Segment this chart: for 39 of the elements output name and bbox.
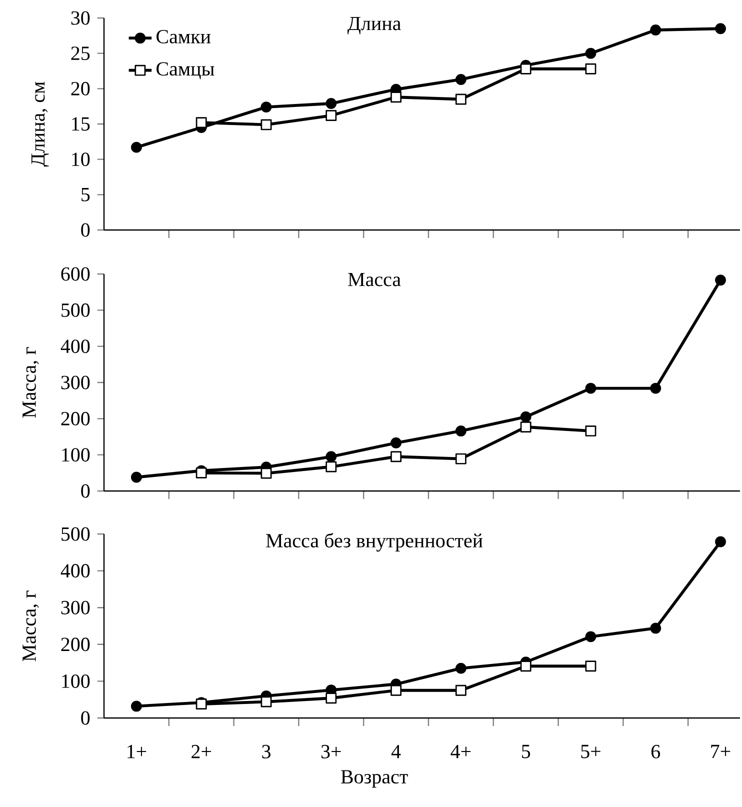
y-tick-label: 300 [61,600,90,614]
chart-title: Масса без внутренностей [266,532,483,552]
chart-title: Длина [347,16,401,34]
y-tick-label: 400 [60,564,90,578]
y-tick-label: 200 [61,412,90,426]
x-tick-label: 6 [651,744,660,758]
y-tick-label: 20 [71,82,90,96]
y-tick-label: 10 [72,152,90,166]
y-tick-label: 0 [81,711,90,725]
x-tick-label: 5 [522,744,530,758]
y-tick-label: 400 [60,340,90,354]
x-axis-title: Возраст [341,770,408,788]
y-tick-label: 30 [71,11,90,25]
y-tick-label: 300 [61,376,90,390]
y-tick-label: 0 [81,484,90,498]
x-tick-label: 4 [391,744,401,758]
x-tick-label: 1+ [128,744,146,758]
y-tick-label: 500 [62,527,90,541]
y-tick-label: 100 [62,448,90,462]
y-tick-label: 100 [62,674,90,688]
y-tick-label: 25 [71,46,90,60]
x-tick-label: 2+ [192,744,211,758]
x-tick-label: 4+ [450,744,471,758]
y-tick-label: 5 [82,188,90,202]
y-axis-title: Масса, г [22,347,39,418]
y-tick-label: 0 [81,223,90,237]
y-axis-title: Масса, г [22,590,39,662]
chart-title: Масса [348,272,401,286]
y-tick-label: 200 [61,638,90,652]
legend-label: Самки [156,30,211,44]
x-tick-label: 5+ [581,744,600,758]
y-axis-title: Длина, см [31,82,49,167]
y-tick-label: 15 [72,117,90,131]
x-tick-label: 3+ [321,744,341,758]
legend-label: Самцы [156,62,214,80]
y-tick-label: 600 [61,267,90,281]
x-tick-label: 7+ [711,744,730,758]
y-tick-label: 500 [62,303,90,317]
x-tick-label: 3 [262,744,270,758]
